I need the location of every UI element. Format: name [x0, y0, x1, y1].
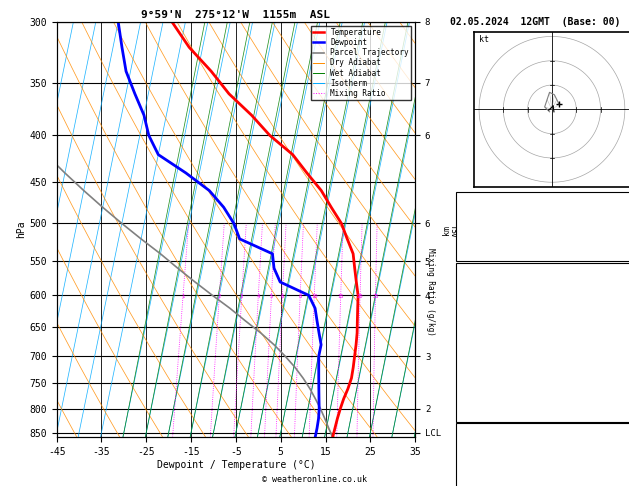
Text: 4: 4 — [257, 294, 260, 298]
Text: 8: 8 — [298, 294, 302, 298]
Text: 25: 25 — [372, 294, 379, 298]
Text: CAPE (J): CAPE (J) — [459, 379, 502, 388]
Text: 6: 6 — [281, 294, 284, 298]
Text: K: K — [459, 196, 465, 206]
Text: PW (cm): PW (cm) — [459, 241, 497, 250]
Text: Totals Totals: Totals Totals — [459, 219, 529, 228]
Y-axis label: hPa: hPa — [16, 221, 26, 239]
Text: 3: 3 — [240, 294, 243, 298]
Text: 16.9: 16.9 — [623, 290, 629, 298]
Text: 20: 20 — [357, 294, 363, 298]
Text: CIN (J): CIN (J) — [459, 401, 497, 410]
Text: θᵉ (K): θᵉ (K) — [459, 472, 491, 481]
Text: Mixing Ratio (g/kg): Mixing Ratio (g/kg) — [426, 248, 435, 336]
Text: Most Unstable: Most Unstable — [517, 427, 587, 436]
Text: Lifted Index: Lifted Index — [459, 357, 524, 365]
Text: 1: 1 — [181, 294, 184, 298]
Text: 2.12: 2.12 — [623, 241, 629, 250]
Text: 12.9: 12.9 — [623, 312, 629, 321]
Text: 10: 10 — [311, 294, 318, 298]
Text: Temp (°C): Temp (°C) — [459, 290, 508, 298]
Text: © weatheronline.co.uk: © weatheronline.co.uk — [262, 474, 367, 484]
Legend: Temperature, Dewpoint, Parcel Trajectory, Dry Adiabat, Wet Adiabat, Isotherm, Mi: Temperature, Dewpoint, Parcel Trajectory… — [311, 26, 411, 100]
Text: Surface: Surface — [533, 267, 571, 276]
Title: 9°59'N  275°12'W  1155m  ASL: 9°59'N 275°12'W 1155m ASL — [142, 10, 330, 20]
Text: 2: 2 — [218, 294, 221, 298]
Text: Pressure (mb): Pressure (mb) — [459, 450, 529, 459]
Text: θᵉ(K): θᵉ(K) — [459, 334, 486, 343]
Y-axis label: km
ASL: km ASL — [442, 222, 462, 237]
Text: 5: 5 — [270, 294, 273, 298]
Text: kt: kt — [479, 35, 489, 45]
Text: Dewp (°C): Dewp (°C) — [459, 312, 508, 321]
Text: 02.05.2024  12GMT  (Base: 00): 02.05.2024 12GMT (Base: 00) — [450, 17, 620, 27]
X-axis label: Dewpoint / Temperature (°C): Dewpoint / Temperature (°C) — [157, 460, 315, 470]
Text: 15: 15 — [337, 294, 344, 298]
